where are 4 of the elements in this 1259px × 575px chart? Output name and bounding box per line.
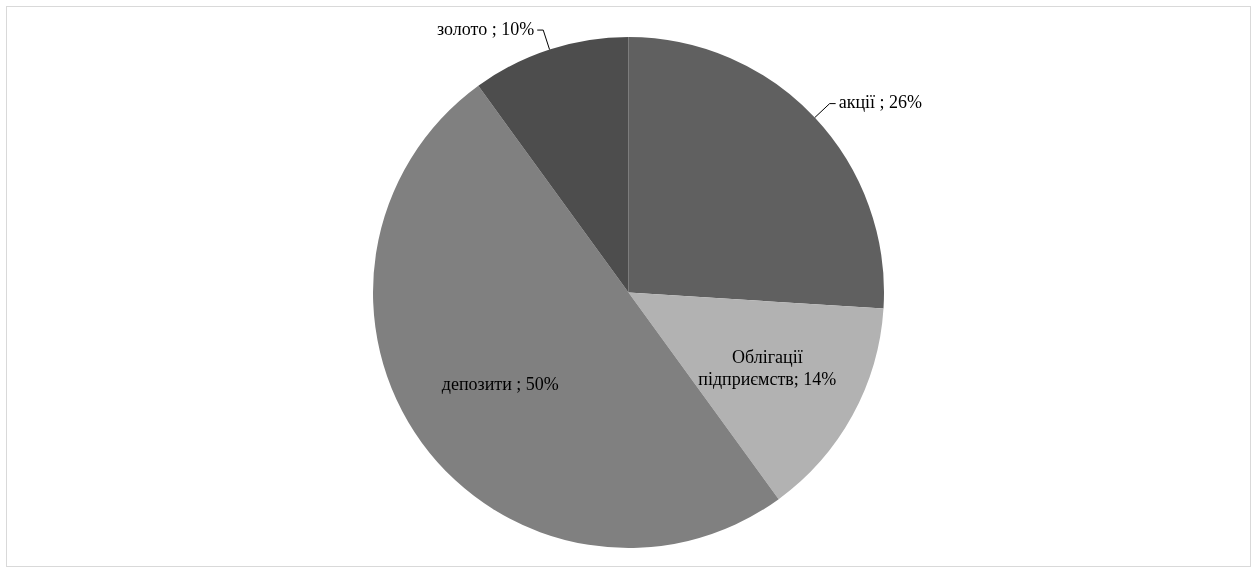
slice-label: депозити ; 50% <box>441 374 559 395</box>
slice-label: золото ; 10% <box>437 18 535 39</box>
slice-label: акції ; 26% <box>838 92 923 113</box>
slice-label: Облігації підприємств; 14% <box>698 346 837 389</box>
